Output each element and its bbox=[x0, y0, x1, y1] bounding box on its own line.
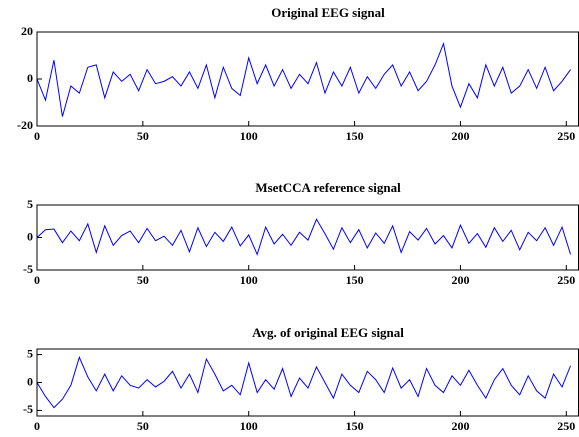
signal-line bbox=[36, 42, 571, 117]
x-tick-label: 150 bbox=[346, 419, 364, 433]
x-tick-label: 100 bbox=[240, 273, 258, 287]
x-tick-label: 250 bbox=[557, 419, 575, 433]
signal-line bbox=[36, 218, 572, 256]
chart-title: Avg. of original EEG signal bbox=[252, 325, 404, 340]
y-tick-label: 0 bbox=[27, 71, 33, 85]
x-tick-label: 200 bbox=[451, 273, 469, 287]
x-tick-label: 100 bbox=[240, 419, 258, 433]
y-tick-label: 5 bbox=[27, 197, 33, 211]
chart-title: MsetCCA reference signal bbox=[255, 180, 401, 195]
x-tick-label: 100 bbox=[240, 129, 258, 143]
x-tick-label: 50 bbox=[137, 419, 149, 433]
x-tick-label: 50 bbox=[137, 129, 149, 143]
x-tick-label: 150 bbox=[346, 129, 364, 143]
x-tick-label: 150 bbox=[346, 273, 364, 287]
y-tick-label: 20 bbox=[21, 24, 33, 38]
chart-title: Original EEG signal bbox=[271, 5, 385, 20]
y-tick-label: 5 bbox=[27, 346, 33, 360]
signal-line bbox=[36, 355, 571, 409]
x-tick-label: 0 bbox=[34, 129, 40, 143]
axes-box bbox=[36, 204, 579, 271]
y-tick-label: -20 bbox=[17, 118, 33, 132]
x-tick-label: 250 bbox=[557, 129, 575, 143]
x-tick-label: 200 bbox=[451, 129, 469, 143]
x-tick-label: 250 bbox=[557, 273, 575, 287]
y-tick-label: -5 bbox=[23, 402, 33, 416]
x-tick-label: 0 bbox=[34, 273, 40, 287]
y-tick-label: -5 bbox=[23, 262, 33, 276]
y-tick-label: 0 bbox=[27, 229, 33, 243]
x-tick-label: 200 bbox=[451, 419, 469, 433]
x-tick-label: 50 bbox=[137, 273, 149, 287]
y-tick-label: 0 bbox=[27, 374, 33, 388]
x-tick-label: 0 bbox=[34, 419, 40, 433]
